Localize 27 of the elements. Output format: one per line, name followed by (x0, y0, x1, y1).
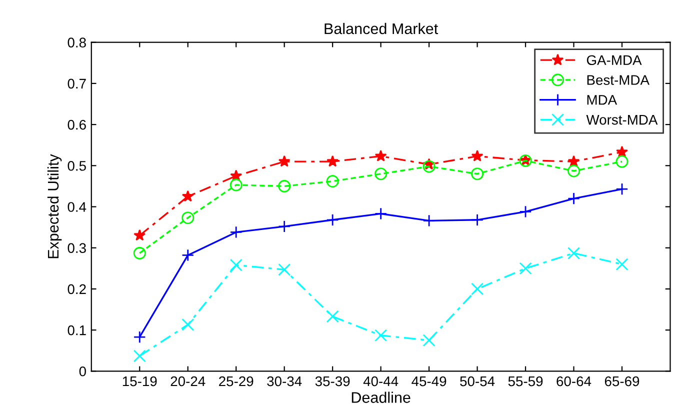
y-tick-label: 0.1 (68, 325, 86, 336)
x-tick-label: 45-49 (412, 376, 446, 386)
y-tick-label: 0.6 (68, 120, 86, 130)
y-tick-label: 0.3 (68, 243, 86, 253)
y-tick-label: 0.8 (68, 38, 86, 48)
x-tick-label: 40-44 (363, 376, 398, 386)
x-tick-label: 50-54 (460, 376, 495, 386)
x-tick-label: 20-24 (170, 376, 206, 386)
x-tick-label: 55-59 (508, 376, 543, 386)
y-tick-label: 0.2 (68, 284, 86, 294)
x-tick-label: 65-69 (604, 376, 640, 386)
y-tick-label: 0.7 (68, 78, 86, 89)
x-tick-label: 25-29 (219, 376, 254, 386)
y-tick-label: 0.4 (68, 202, 86, 212)
x-axis-title: Deadline (352, 392, 410, 403)
x-tick-label: 30-34 (267, 376, 302, 386)
legend-label: Best-MDA (587, 75, 650, 85)
y-tick-label: 0.5 (68, 160, 86, 171)
legend-label: MDA (587, 95, 618, 105)
chart-title: Balanced Market (324, 22, 438, 34)
y-tick-label: 0 (79, 366, 86, 376)
y-axis-title: Expected Utility (47, 154, 62, 258)
legend-label: GA-MDA (586, 55, 642, 66)
x-tick-label: 15-19 (122, 376, 157, 386)
x-tick-label: 35-39 (315, 376, 350, 386)
legend-label: Worst-MDA (586, 115, 658, 125)
x-tick-label: 60-64 (556, 376, 592, 386)
